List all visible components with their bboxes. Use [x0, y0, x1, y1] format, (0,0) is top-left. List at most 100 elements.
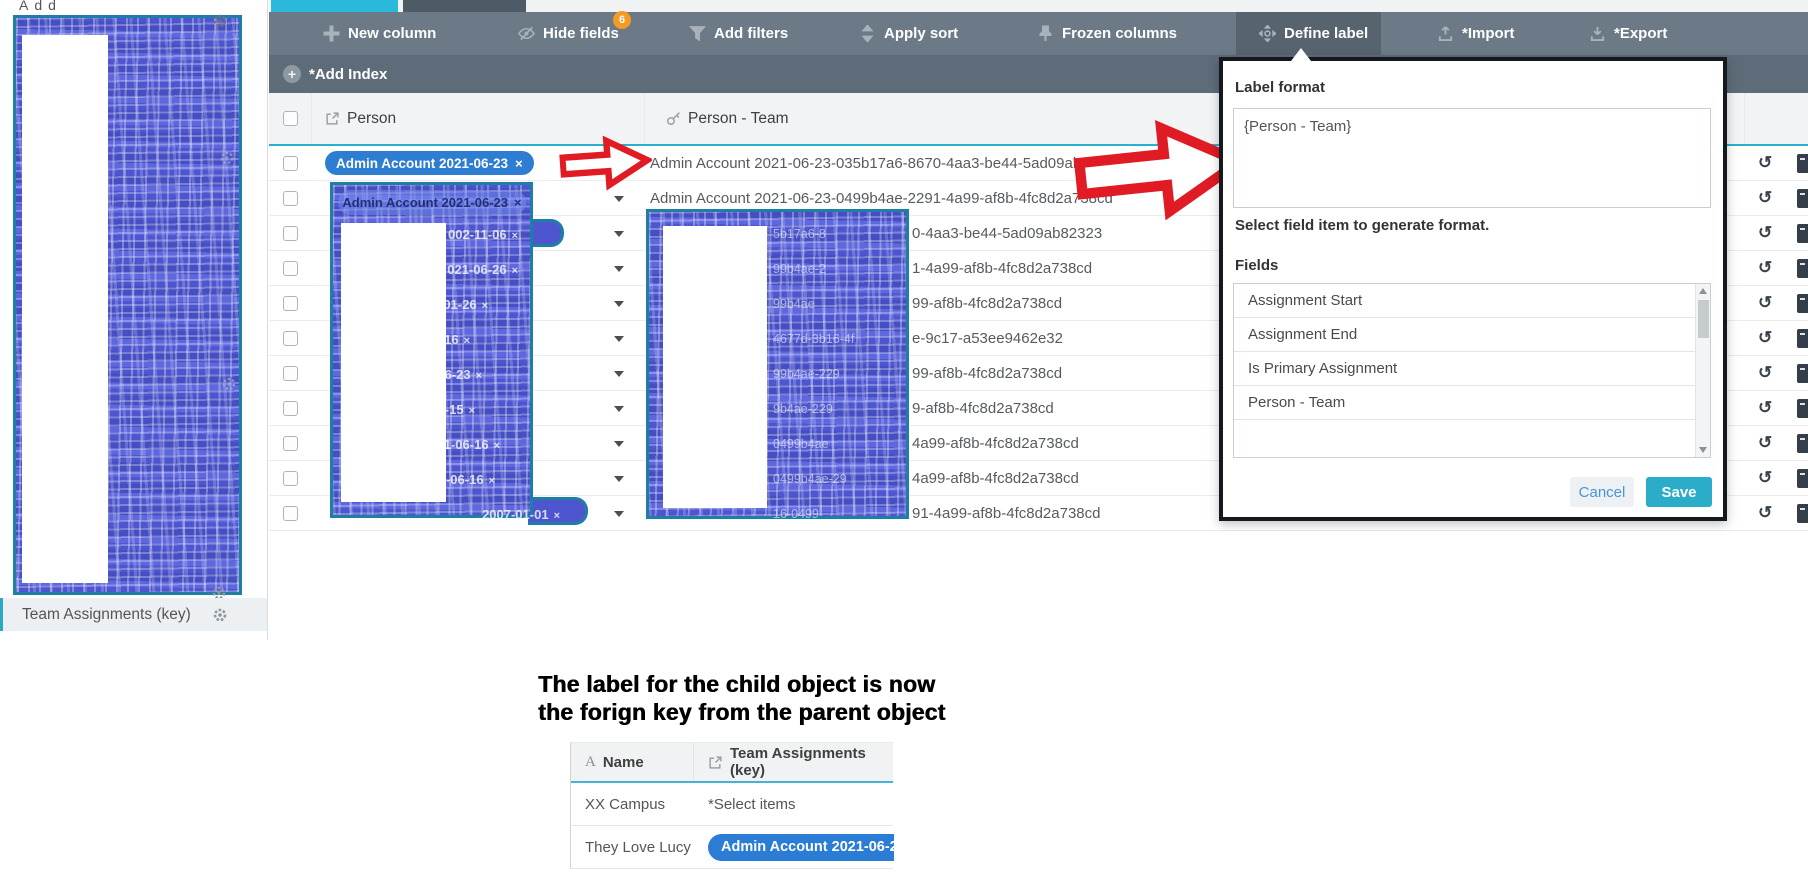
text-field-icon: A — [585, 753, 596, 770]
define-label-button[interactable]: Define label — [1259, 12, 1368, 55]
remove-icon[interactable]: × — [515, 155, 523, 171]
label-format-title: Label format — [1235, 79, 1326, 96]
chevron-down-icon[interactable] — [614, 336, 624, 342]
history-icon[interactable]: ↺ — [1758, 468, 1773, 487]
scroll-down-icon[interactable] — [1699, 447, 1707, 453]
history-icon[interactable]: ↺ — [1758, 328, 1773, 347]
person-team-cell: 99-af8b-4fc8d2a738cd — [912, 294, 1063, 312]
view-tab-active[interactable] — [271, 0, 398, 12]
chevron-down-icon[interactable] — [614, 441, 624, 447]
expand-row-icon[interactable] — [1797, 224, 1808, 243]
field-item-is-primary-assignment[interactable]: Is Primary Assignment — [1234, 352, 1695, 386]
red-arrow-annotation — [558, 131, 654, 195]
move-icon — [1259, 25, 1276, 42]
person-team-cell: 99-af8b-4fc8d2a738cd — [912, 364, 1063, 382]
row-checkbox[interactable] — [283, 470, 298, 486]
person-pill[interactable]: Admin Account 2021-06-23 — [708, 833, 894, 861]
apply-sort-button[interactable]: Apply sort — [859, 12, 958, 55]
obscured-fragment: 01-26 × — [443, 297, 488, 312]
expand-row-icon[interactable] — [1797, 259, 1808, 278]
person-team-cell: Admin Account 2021-06-23-035b17a6-8670-4… — [650, 154, 1123, 172]
row-checkbox[interactable] — [283, 190, 298, 206]
export-button[interactable]: *Export — [1589, 12, 1667, 55]
gear-icon[interactable] — [211, 585, 227, 601]
row-checkbox[interactable] — [283, 155, 298, 171]
sidebar-item-team-assignments-key[interactable]: Team Assignments (key) — [0, 598, 268, 631]
expand-row-icon[interactable] — [1797, 154, 1808, 173]
sidebar: Add Team Assignments (key) — [0, 0, 268, 872]
fields-scrollbar[interactable] — [1695, 284, 1710, 457]
column-header-person-team[interactable]: Person - Team — [645, 93, 1745, 144]
expand-row-icon[interactable] — [1797, 504, 1808, 523]
caption-line-2: the forign key from the parent object — [538, 699, 946, 725]
history-icon[interactable]: ↺ — [1758, 293, 1773, 312]
obscured-fragment: 9b4ae-229 — [773, 402, 833, 416]
save-button[interactable]: Save — [1646, 477, 1712, 507]
person-pill[interactable]: Admin Account 2021-06-23 × — [325, 151, 534, 175]
scrollbar-thumb[interactable] — [1698, 300, 1709, 338]
mini-pill-cell: Admin Account 2021-06-23 — [694, 826, 894, 868]
field-item-assignment-start[interactable]: Assignment Start — [1234, 284, 1695, 318]
row-checkbox[interactable] — [283, 330, 298, 346]
hide-fields-button[interactable]: Hide fields — [518, 12, 619, 55]
history-icon[interactable]: ↺ — [1758, 188, 1773, 207]
expand-row-icon[interactable] — [1797, 294, 1808, 313]
history-icon[interactable]: ↺ — [1758, 433, 1773, 452]
label-format-input[interactable]: {Person - Team} — [1233, 108, 1711, 208]
chevron-down-icon[interactable] — [614, 266, 624, 272]
obscured-fragment: 06-16 × — [425, 332, 470, 347]
gear-icon[interactable] — [212, 607, 228, 623]
gear-icon — [221, 376, 237, 392]
expand-row-icon[interactable] — [1797, 364, 1808, 383]
new-column-button[interactable]: New column — [323, 12, 436, 55]
cancel-button[interactable]: Cancel — [1570, 477, 1634, 507]
row-checkbox[interactable] — [283, 435, 298, 451]
column-header-person[interactable]: Person — [312, 93, 645, 144]
row-checkbox[interactable] — [283, 365, 298, 381]
export-icon — [1590, 26, 1605, 42]
field-item-assignment-end[interactable]: Assignment End — [1234, 318, 1695, 352]
chevron-down-icon[interactable] — [614, 476, 624, 482]
chevron-down-icon[interactable] — [614, 231, 624, 237]
frozen-columns-button[interactable]: Frozen columns — [1037, 12, 1177, 55]
row-checkbox[interactable] — [283, 400, 298, 416]
obscured-fragment: 21-06-16 × — [436, 437, 500, 452]
person-team-cell: 0-4aa3-be44-5ad09ab82323 — [912, 224, 1103, 242]
import-button[interactable]: *Import — [1437, 12, 1515, 55]
field-item-person-team[interactable]: Person - Team — [1234, 386, 1695, 420]
gear-icon[interactable] — [212, 13, 228, 29]
scroll-up-icon[interactable] — [1699, 288, 1707, 294]
expand-row-icon[interactable] — [1797, 329, 1808, 348]
history-icon[interactable]: ↺ — [1758, 363, 1773, 382]
history-icon[interactable]: ↺ — [1758, 503, 1773, 522]
sort-icon — [861, 25, 874, 42]
row-checkbox[interactable] — [283, 505, 298, 521]
history-icon[interactable]: ↺ — [1758, 398, 1773, 417]
mini-table-row: XX Campus *Select items — [571, 783, 893, 826]
row-checkbox[interactable] — [283, 260, 298, 276]
chevron-down-icon[interactable] — [614, 301, 624, 307]
obscured-fragment: 99b4ae — [773, 297, 815, 311]
view-tab-idle[interactable] — [403, 0, 526, 12]
add-filters-button[interactable]: Add filters — [689, 12, 788, 55]
select-all-checkbox[interactable] — [282, 111, 298, 126]
history-icon[interactable]: ↺ — [1758, 258, 1773, 277]
mini-select-items-cell[interactable]: *Select items — [708, 795, 796, 813]
chevron-down-icon[interactable] — [614, 196, 624, 202]
expand-row-icon[interactable] — [1797, 189, 1808, 208]
expand-row-icon[interactable] — [1797, 469, 1808, 488]
obscured-fragment: 6-15 × — [437, 402, 475, 417]
row-checkbox[interactable] — [283, 295, 298, 311]
chevron-down-icon[interactable] — [614, 371, 624, 377]
chevron-down-icon[interactable] — [614, 406, 624, 412]
expand-row-icon[interactable] — [1797, 434, 1808, 453]
chevron-down-icon[interactable] — [614, 511, 624, 517]
history-icon[interactable]: ↺ — [1758, 153, 1773, 172]
sidebar-redaction-white — [22, 35, 108, 583]
link-record-icon — [708, 755, 723, 770]
expand-row-icon[interactable] — [1797, 399, 1808, 418]
mini-name-cell: They Love Lucy — [585, 838, 691, 856]
row-checkbox[interactable] — [283, 225, 298, 241]
history-icon[interactable]: ↺ — [1758, 223, 1773, 242]
